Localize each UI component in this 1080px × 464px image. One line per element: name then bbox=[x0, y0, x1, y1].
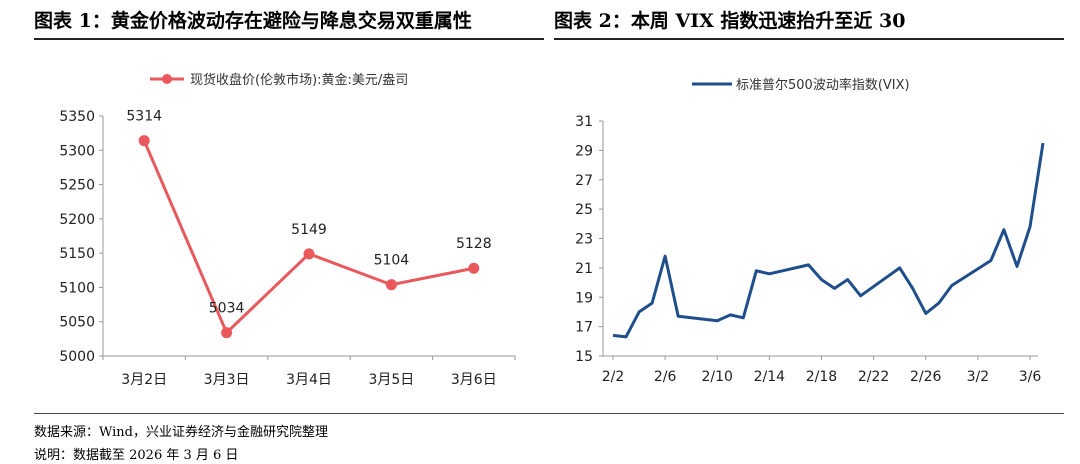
y-tick-label-gold: 5250 bbox=[59, 178, 95, 194]
figure1-title-rule bbox=[34, 38, 544, 40]
legend-marker-gold bbox=[162, 74, 172, 84]
y-tick-label-vix: 23 bbox=[575, 232, 593, 248]
x-tick-label-vix: 2/10 bbox=[702, 369, 733, 385]
figure1-title: 图表 1：黄金价格波动存在避险与降息交易双重属性 bbox=[34, 10, 472, 32]
y-tick-label-gold: 5050 bbox=[59, 315, 95, 331]
data-label-gold: 5034 bbox=[209, 301, 245, 317]
data-label-gold: 5104 bbox=[374, 253, 410, 269]
y-tick-label-gold: 5200 bbox=[59, 212, 95, 228]
data-label-gold: 5149 bbox=[291, 222, 327, 238]
data-label-gold: 5314 bbox=[126, 109, 162, 125]
y-tick-label-gold: 5350 bbox=[59, 109, 95, 125]
source-note: 数据来源：Wind，兴业证券经济与金融研究院整理 bbox=[34, 425, 328, 440]
y-tick-label-vix: 19 bbox=[575, 290, 593, 306]
figure2-title-rule bbox=[554, 38, 1064, 40]
remark-note: 说明：数据截至 2026 年 3 月 6 日 bbox=[34, 448, 239, 463]
y-tick-label-vix: 27 bbox=[575, 173, 593, 189]
data-point-gold bbox=[221, 327, 233, 339]
legend-label-vix: 标准普尔500波动率指数(VIX) bbox=[736, 77, 910, 93]
x-tick-label-gold: 3月3日 bbox=[204, 372, 250, 388]
x-tick-label-vix: 2/26 bbox=[910, 369, 942, 385]
series-line-vix bbox=[612, 142, 1045, 339]
y-tick-label-vix: 31 bbox=[575, 114, 593, 130]
data-point-gold bbox=[303, 248, 315, 260]
y-tick-label-gold: 5300 bbox=[59, 143, 95, 159]
y-tick-label-gold: 5150 bbox=[59, 246, 95, 262]
y-tick-label-gold: 5100 bbox=[59, 280, 95, 296]
data-point-gold bbox=[468, 262, 480, 274]
data-label-gold: 5128 bbox=[456, 236, 492, 252]
x-tick-label-gold: 3月5日 bbox=[368, 372, 414, 388]
y-tick-label-gold: 5000 bbox=[59, 349, 95, 365]
y-tick-label-vix: 21 bbox=[575, 261, 593, 277]
y-tick-label-vix: 29 bbox=[575, 143, 593, 159]
x-tick-label-vix: 2/6 bbox=[654, 369, 677, 385]
x-tick-label-gold: 3月2日 bbox=[121, 372, 167, 388]
y-tick-label-vix: 17 bbox=[575, 320, 593, 336]
data-point-gold bbox=[138, 135, 150, 147]
x-tick-label-vix: 3/2 bbox=[967, 369, 990, 385]
figure2-title: 图表 2：本周 VIX 指数迅速抬升至近 30 bbox=[554, 10, 906, 32]
y-tick-label-vix: 25 bbox=[575, 202, 593, 218]
bottom-rule bbox=[34, 413, 1064, 414]
x-tick-label-vix: 2/14 bbox=[754, 369, 786, 385]
x-tick-label-gold: 3月4日 bbox=[286, 372, 332, 388]
x-tick-label-vix: 2/22 bbox=[858, 369, 889, 385]
data-point-gold bbox=[385, 279, 397, 291]
x-tick-label-vix: 3/6 bbox=[1019, 369, 1042, 385]
legend-label-gold: 现货收盘价(伦敦市场):黄金:美元/盎司 bbox=[190, 72, 408, 88]
x-tick-label-vix: 2/18 bbox=[806, 369, 837, 385]
x-tick-label-gold: 3月6日 bbox=[451, 372, 497, 388]
y-tick-label-vix: 15 bbox=[575, 349, 593, 365]
x-tick-label-vix: 2/2 bbox=[602, 369, 625, 385]
